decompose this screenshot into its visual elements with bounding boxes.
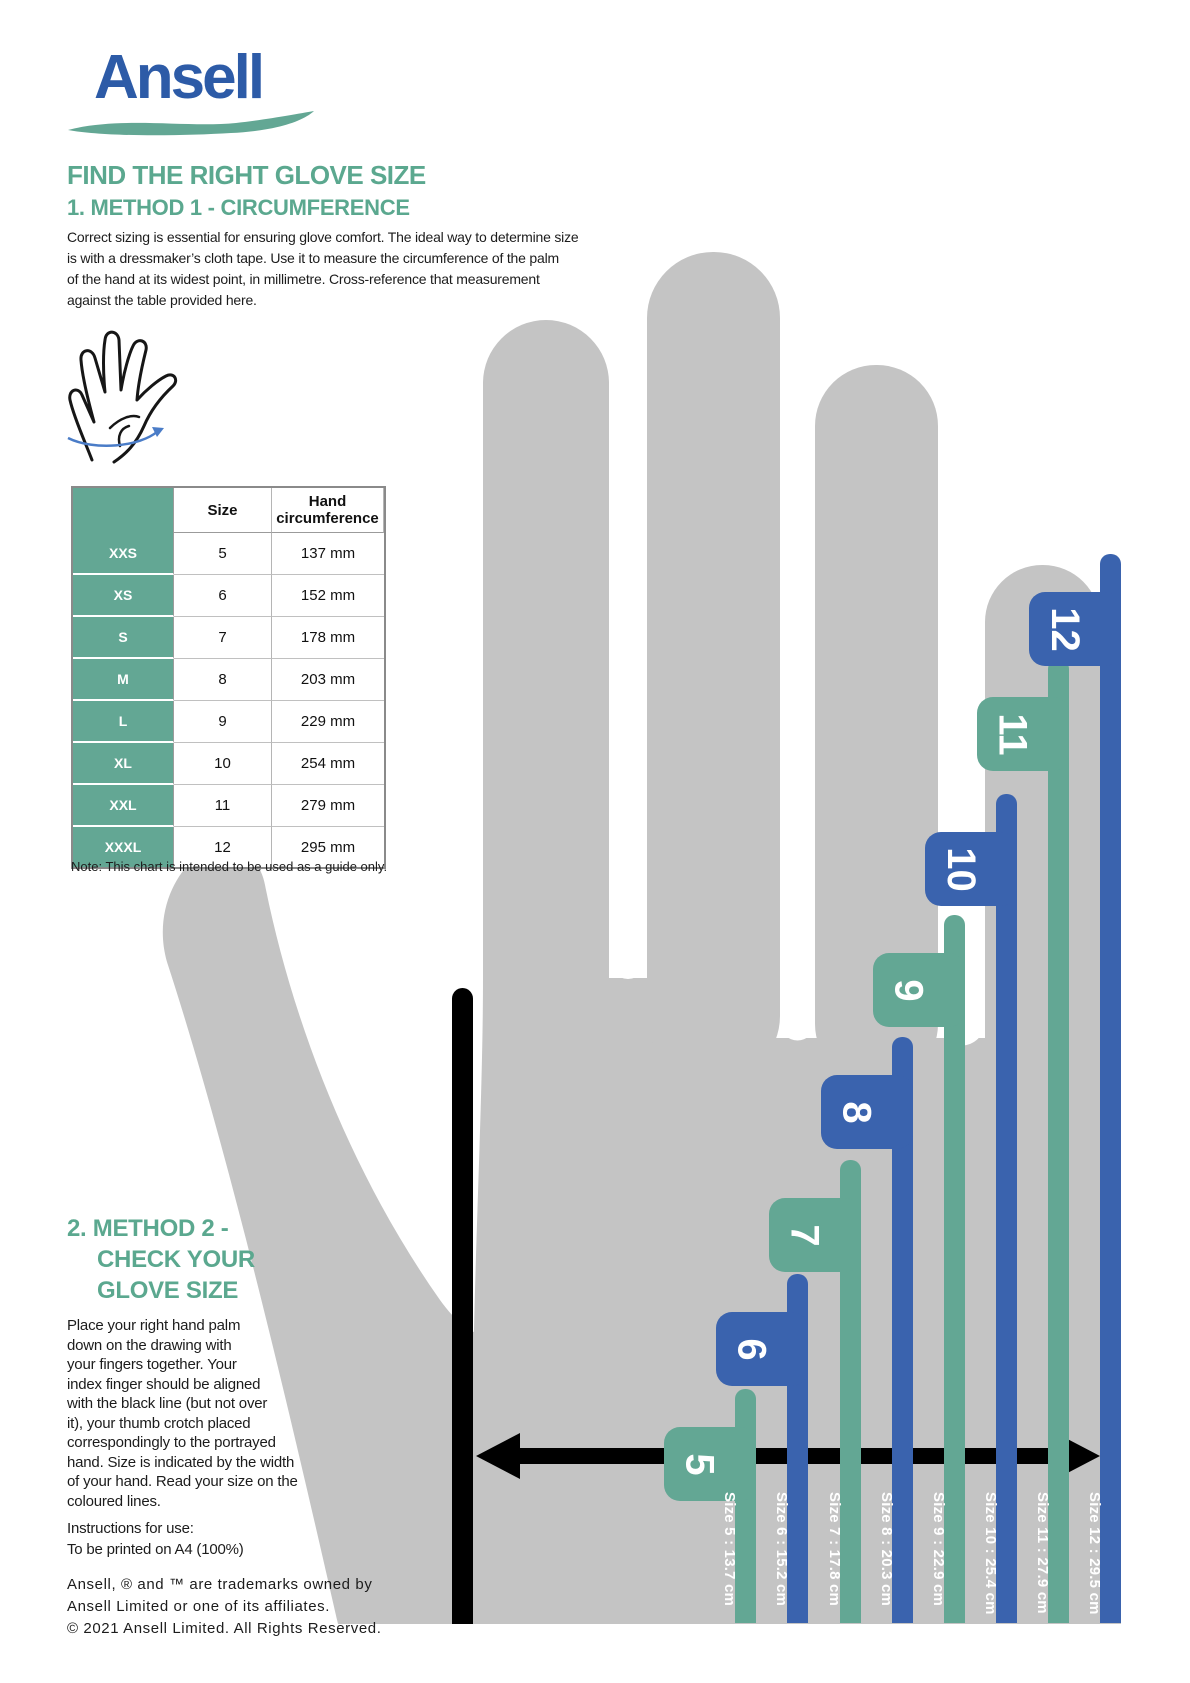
size-label-cell: M <box>73 659 174 701</box>
copyright-text: Ansell, ® and ™ are trademarks owned by … <box>67 1576 382 1637</box>
middle-finger <box>647 252 780 1082</box>
method2-heading-line: GLOVE SIZE <box>97 1277 239 1304</box>
circumference-value-cell: 203 mm <box>272 659 384 701</box>
method2-heading-line: CHECK YOUR <box>97 1246 255 1273</box>
ring-finger <box>815 365 938 1085</box>
table-row: XXS 5 137 mm <box>73 533 384 575</box>
circumference-value-cell: 254 mm <box>272 743 384 785</box>
size-tag-number: 9 <box>887 978 931 1002</box>
size-label-cell: XXXL <box>73 827 174 867</box>
table-row: XS 6 152 mm <box>73 575 384 617</box>
method1-body: Correct sizing is essential for ensuring… <box>67 229 579 308</box>
circumference-value-cell: 137 mm <box>272 533 384 575</box>
table-row: XXXL 12 295 mm <box>73 827 384 867</box>
size-value-cell: 8 <box>174 659 272 701</box>
ansell-logo: Ansell <box>94 43 265 112</box>
size-value-cell: 7 <box>174 617 272 659</box>
size-column-header: Size <box>174 488 272 533</box>
size-value-cell: 9 <box>174 701 272 743</box>
size-tag-number: 10 <box>939 846 983 892</box>
size-tag-12: 12 <box>1029 592 1121 666</box>
size-tag-number: 5 <box>678 1452 722 1476</box>
size-tag-number: 11 <box>990 712 1035 756</box>
table-row: XXL 11 279 mm <box>73 785 384 827</box>
measuring-hand-icon <box>67 330 178 464</box>
size-bar-label: Size 12 : 29.5 cm <box>1086 1492 1103 1615</box>
size-tag-7: 7 <box>769 1198 861 1272</box>
size-value-cell: 5 <box>174 533 272 575</box>
size-label-cell: XXL <box>73 785 174 827</box>
size-bar-8 <box>892 1037 913 1623</box>
table-row: M 8 203 mm <box>73 659 384 701</box>
circumference-column-header: Hand circumference <box>272 488 384 533</box>
size-label-cell: XXS <box>73 533 174 575</box>
size-bar-12 <box>1100 554 1121 1623</box>
size-bar-label: Size 9 : 22.9 cm <box>930 1492 947 1607</box>
size-tag-9: 9 <box>873 953 965 1027</box>
size-label-cell: S <box>73 617 174 659</box>
circumference-value-cell: 178 mm <box>272 617 384 659</box>
thumb-shape <box>162 845 474 1624</box>
size-table-corner-cell <box>73 488 174 533</box>
size-tag-8: 8 <box>821 1075 913 1149</box>
size-label-cell: XS <box>73 575 174 617</box>
circumference-value-cell: 279 mm <box>272 785 384 827</box>
size-table: Size Hand circumference XXS 5 137 mm XS 6 152… <box>71 486 386 869</box>
size-bar-10 <box>996 794 1017 1623</box>
size-value-cell: 12 <box>174 827 272 867</box>
page-title: FIND THE RIGHT GLOVE SIZE <box>67 160 426 190</box>
size-tag-6: 6 <box>716 1312 808 1386</box>
size-bar-label: Size 5 : 13.7 cm <box>721 1492 738 1607</box>
index-finger <box>483 320 609 1080</box>
table-row: L 9 229 mm <box>73 701 384 743</box>
size-label-cell: XL <box>73 743 174 785</box>
size-tag-11: 11 <box>977 697 1069 771</box>
size-bar-5 <box>735 1389 756 1623</box>
table-note: Note: This chart is intended to be used … <box>71 859 388 874</box>
circumference-value-cell: 229 mm <box>272 701 384 743</box>
size-bar-label: Size 10 : 25.4 cm <box>982 1492 999 1615</box>
size-tag-10: 10 <box>925 832 1017 906</box>
size-value-cell: 11 <box>174 785 272 827</box>
method2-heading: 2. METHOD 2 - CHECK YOUR GLOVE SIZE <box>67 1213 255 1306</box>
size-bar-7 <box>840 1160 861 1623</box>
size-bar-label: Size 6 : 15.2 cm <box>773 1492 790 1607</box>
size-tag-5: 5 <box>664 1427 756 1501</box>
size-label-cell: L <box>73 701 174 743</box>
circumference-value-cell: 295 mm <box>272 827 384 867</box>
size-tag-number: 7 <box>783 1223 827 1247</box>
table-row: XL 10 254 mm <box>73 743 384 785</box>
method2-body: Place your right hand palm down on the d… <box>67 1317 298 1510</box>
method1-heading: 1. METHOD 1 - CIRCUMFERENCE <box>67 195 410 220</box>
method2-heading-line: 2. METHOD 2 - <box>67 1215 229 1242</box>
size-bar-9 <box>944 915 965 1623</box>
size-tag-number: 12 <box>1043 606 1087 652</box>
table-row: S 7 178 mm <box>73 617 384 659</box>
size-bar-label: Size 7 : 17.8 cm <box>826 1492 843 1607</box>
size-value-cell: 10 <box>174 743 272 785</box>
size-tag-number: 8 <box>835 1100 879 1124</box>
print-instructions: Instructions for use: To be printed on A… <box>67 1520 244 1558</box>
width-arrow-left-head <box>476 1433 520 1479</box>
finger-gap-1 <box>609 240 647 979</box>
size-tag-number: 6 <box>730 1337 774 1361</box>
finger-gap-2 <box>780 250 815 1041</box>
size-value-cell: 6 <box>174 575 272 617</box>
size-bar-11 <box>1048 659 1069 1623</box>
circumference-value-cell: 152 mm <box>272 575 384 617</box>
size-bar-label: Size 8 : 20.3 cm <box>878 1492 895 1607</box>
size-bar-label: Size 11 : 27.9 cm <box>1034 1492 1051 1614</box>
index-alignment-line <box>452 988 473 1624</box>
logo-swoosh-icon <box>68 111 314 136</box>
